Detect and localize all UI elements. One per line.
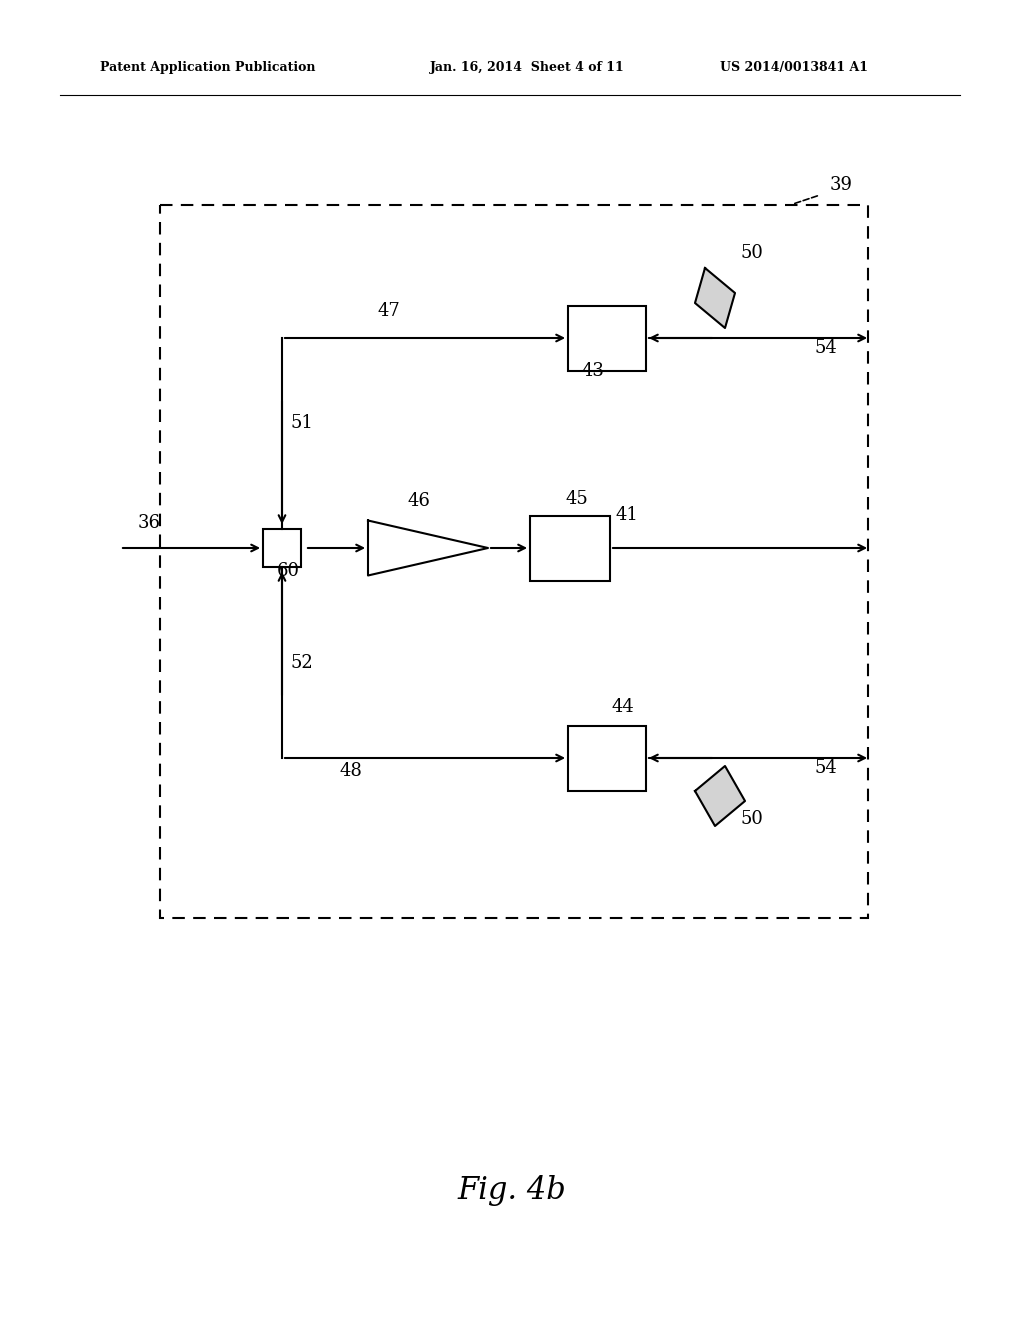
Text: 48: 48 bbox=[340, 762, 362, 780]
Text: 36: 36 bbox=[138, 513, 161, 532]
Text: 60: 60 bbox=[278, 562, 300, 579]
Text: 50: 50 bbox=[740, 810, 763, 828]
Text: 51: 51 bbox=[290, 414, 313, 432]
Text: Patent Application Publication: Patent Application Publication bbox=[100, 62, 315, 74]
Text: 52: 52 bbox=[290, 653, 312, 672]
Text: US 2014/0013841 A1: US 2014/0013841 A1 bbox=[720, 62, 868, 74]
Bar bbox=[160, 205, 868, 917]
Text: Jan. 16, 2014  Sheet 4 of 11: Jan. 16, 2014 Sheet 4 of 11 bbox=[430, 62, 625, 74]
Text: 50: 50 bbox=[740, 244, 763, 261]
Text: 46: 46 bbox=[408, 492, 431, 510]
Polygon shape bbox=[695, 766, 745, 826]
Text: 44: 44 bbox=[612, 697, 635, 715]
Text: 43: 43 bbox=[582, 362, 605, 380]
Text: 39: 39 bbox=[830, 176, 853, 194]
Text: Fig. 4b: Fig. 4b bbox=[458, 1175, 566, 1205]
Text: 41: 41 bbox=[615, 506, 638, 524]
Bar bbox=[530, 516, 610, 581]
Bar bbox=[568, 726, 646, 791]
Text: 47: 47 bbox=[378, 302, 400, 319]
Text: 54: 54 bbox=[815, 339, 838, 356]
Polygon shape bbox=[695, 268, 735, 327]
Bar bbox=[568, 305, 646, 371]
Text: 54: 54 bbox=[815, 759, 838, 777]
Bar bbox=[263, 529, 301, 568]
Text: 45: 45 bbox=[565, 490, 588, 507]
